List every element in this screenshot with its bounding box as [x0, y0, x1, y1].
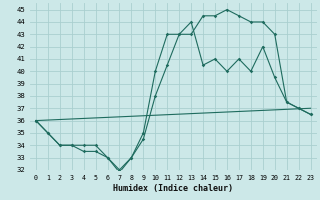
- X-axis label: Humidex (Indice chaleur): Humidex (Indice chaleur): [113, 184, 233, 193]
